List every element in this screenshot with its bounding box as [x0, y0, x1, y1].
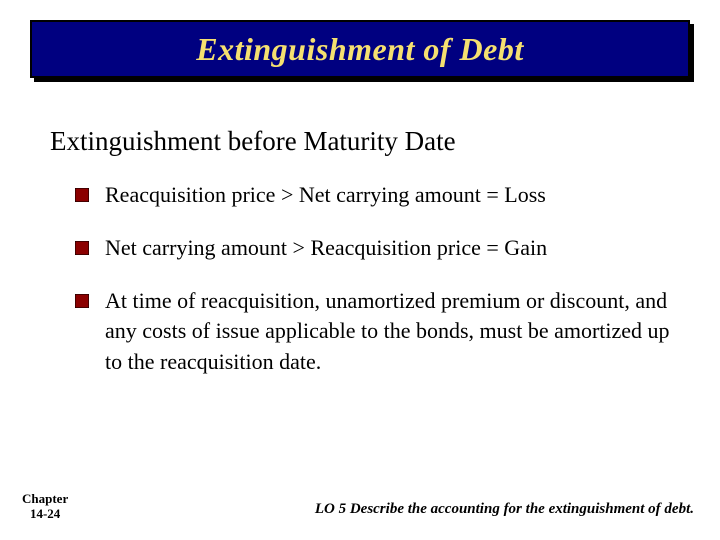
subtitle-text: Extinguishment before Maturity Date [50, 126, 456, 157]
title-banner: Extinguishment of Debt [30, 20, 690, 78]
list-item: Net carrying amount > Reacquisition pric… [75, 233, 675, 264]
bullet-text: Net carrying amount > Reacquisition pric… [105, 233, 547, 264]
chapter-line1: Chapter [22, 491, 68, 506]
list-item: At time of reacquisition, unamortized pr… [75, 286, 675, 378]
bullet-text: Reacquisition price > Net carrying amoun… [105, 180, 546, 211]
bullet-square-icon [75, 241, 89, 255]
title-banner-text: Extinguishment of Debt [196, 31, 524, 68]
list-item: Reacquisition price > Net carrying amoun… [75, 180, 675, 211]
learning-objective-text: LO 5 Describe the accounting for the ext… [315, 501, 694, 518]
chapter-line2: 14-24 [30, 506, 60, 521]
chapter-label: Chapter 14-24 [22, 491, 68, 522]
bullet-square-icon [75, 294, 89, 308]
bullet-text: At time of reacquisition, unamortized pr… [105, 286, 675, 378]
bullet-list: Reacquisition price > Net carrying amoun… [75, 180, 675, 400]
bullet-square-icon [75, 188, 89, 202]
